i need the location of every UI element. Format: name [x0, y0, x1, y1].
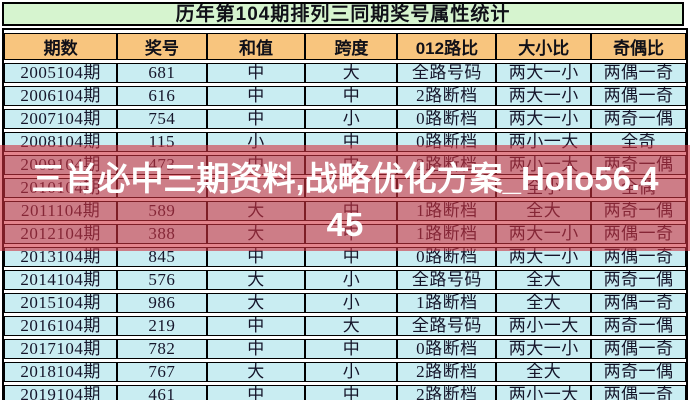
table-cell: 大: [206, 270, 306, 290]
table-cell: 大: [305, 63, 398, 83]
table-cell: 两大一小: [496, 86, 592, 106]
table-cell: 2018104期: [4, 362, 118, 382]
table-row: 2019104期 461 中中 2路断档 两小一大 两偶一奇: [4, 385, 686, 400]
table-cell: 2路断档: [397, 362, 497, 382]
column-header: 大小比: [496, 33, 592, 60]
table-cell: 两偶一奇: [591, 63, 686, 83]
table-cell: 两大一小: [496, 109, 592, 129]
table-cell: 小: [305, 109, 398, 129]
table-cell: 2路断档: [397, 385, 497, 400]
table-cell: 2006104期: [4, 86, 118, 106]
table-cell: 全大: [496, 362, 592, 382]
table-cell: 中: [206, 86, 306, 106]
table-cell: 两偶一奇: [591, 293, 686, 313]
table-cell: 全大: [496, 293, 592, 313]
table-cell: 两大一小: [496, 63, 592, 83]
table-row: 2018104期 767 大小 2路断档 全大 两奇一偶: [4, 362, 686, 382]
table-cell: 中: [206, 339, 306, 359]
table-cell: 全大: [496, 270, 592, 290]
table-cell: 461: [117, 385, 207, 400]
table-cell: 大: [206, 362, 306, 382]
table-cell: 小: [305, 362, 398, 382]
table-cell: 两偶一奇: [591, 86, 686, 106]
table-cell: 中: [305, 385, 398, 400]
table-cell: 两小一大: [496, 385, 592, 400]
table-cell: 两大一小: [496, 339, 592, 359]
table-row: 2017104期 782 中中 0路断档 两大一小 两偶一奇: [4, 339, 686, 359]
table-cell: 782: [117, 339, 207, 359]
table-cell: 2015104期: [4, 293, 118, 313]
table-cell: 两奇一偶: [591, 270, 686, 290]
table-cell: 两奇一偶: [591, 362, 686, 382]
column-header: 奖号: [117, 33, 207, 60]
table-cell: 大: [305, 316, 398, 336]
table-cell: 小: [305, 270, 398, 290]
column-header: 跨度: [305, 33, 398, 60]
table-cell: 中: [206, 316, 306, 336]
table-cell: 中: [206, 63, 306, 83]
table-cell: 2007104期: [4, 109, 118, 129]
watermark-overlay: 三肖必中三期资料,战略优化方案_Holo56.4 45: [0, 145, 690, 251]
table-cell: 2路断档: [397, 86, 497, 106]
column-header: 012路比: [397, 33, 497, 60]
table-cell: 全路号码: [397, 63, 497, 83]
table-cell: 中: [206, 385, 306, 400]
table-row: 2006104期 616 中中 2路断档 两大一小 两偶一奇: [4, 86, 686, 106]
table-cell: 986: [117, 293, 207, 313]
column-header: 和值: [206, 33, 306, 60]
table-row: 2016104期 219 中大全路号码 两小一大 两奇一偶: [4, 316, 686, 336]
table-cell: 中: [305, 86, 398, 106]
table-cell: 0路断档: [397, 109, 497, 129]
table-cell: 0路断档: [397, 339, 497, 359]
table-cell: 2016104期: [4, 316, 118, 336]
watermark-text-line1: 三肖必中三期资料,战略优化方案_Holo56.4: [31, 160, 659, 197]
table-row: 2014104期 576 大小全路号码 全大 两奇一偶: [4, 270, 686, 290]
table-cell: 681: [117, 63, 207, 83]
table-cell: 1路断档: [397, 293, 497, 313]
table-row: 2007104期 754 中小 0路断档 两大一小 两奇一偶: [4, 109, 686, 129]
table-cell: 0路断档: [397, 247, 497, 267]
table-cell: 小: [305, 293, 398, 313]
table-row: 2015104期 986 大小 1路断档 全大 两偶一奇: [4, 293, 686, 313]
table-cell: 两偶一奇: [591, 339, 686, 359]
table-cell: 两偶一奇: [591, 385, 686, 400]
table-cell: 全路号码: [397, 270, 497, 290]
table-row: 2005104期 681 中大全路号码 两大一小 两偶一奇: [4, 63, 686, 83]
table-cell: 2019104期: [4, 385, 118, 400]
table-header-row: 期数 奖号 和值 跨度 012路比 大小比 奇偶比: [4, 33, 686, 60]
table-cell: 两小一大: [496, 316, 592, 336]
table-cell: 两奇一偶: [591, 109, 686, 129]
table-cell: 全路号码: [397, 316, 497, 336]
watermark-text-line2: 45: [326, 206, 364, 243]
table-cell: 219: [117, 316, 207, 336]
table-cell: 大: [206, 293, 306, 313]
column-header: 期数: [4, 33, 118, 60]
table-cell: 2005104期: [4, 63, 118, 83]
table-cell: 2014104期: [4, 270, 118, 290]
table-cell: 754: [117, 109, 207, 129]
table-cell: 2017104期: [4, 339, 118, 359]
table-cell: 576: [117, 270, 207, 290]
table-cell: 两奇一偶: [591, 316, 686, 336]
column-header: 奇偶比: [591, 33, 686, 60]
table-cell: 616: [117, 86, 207, 106]
table-cell: 中: [305, 339, 398, 359]
table-cell: 中: [206, 109, 306, 129]
table-cell: 767: [117, 362, 207, 382]
page-title: 历年第104期排列三同期奖号属性统计: [2, 2, 684, 26]
